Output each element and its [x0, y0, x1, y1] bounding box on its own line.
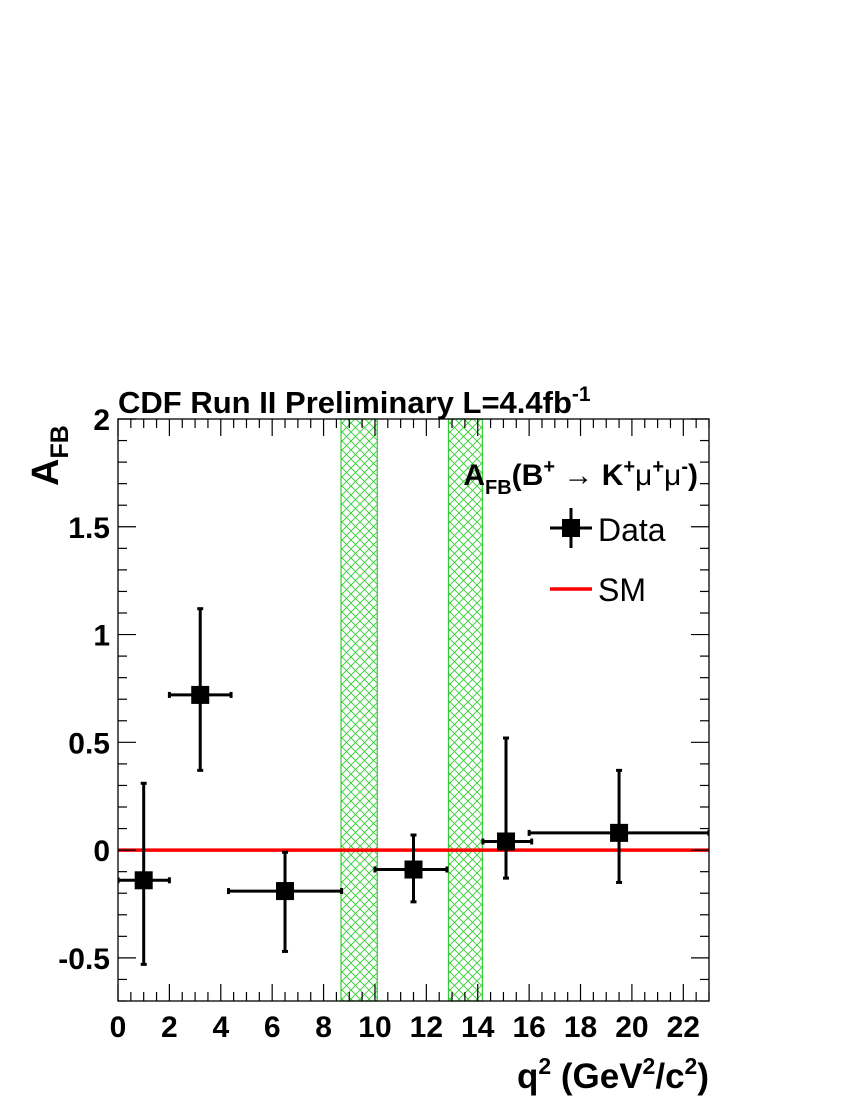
x-tick-label: 18 [564, 1011, 597, 1044]
data-marker [276, 882, 295, 901]
vetoed-band-1 [340, 418, 378, 1002]
data-point [481, 736, 534, 880]
data-point [118, 781, 171, 966]
axis-ticks [117, 418, 710, 1002]
x-tick-label: 14 [461, 1011, 495, 1044]
y-tick-labels: -0.5 0 0.5 1 1.5 2 [58, 404, 110, 976]
process-label: AFB(B+ → K+μ+μ-) [463, 456, 698, 499]
y-tick-label: 1.5 [68, 512, 110, 545]
x-axis-label: q2 (GeV2/c2) [517, 1053, 709, 1096]
x-tick-label: 2 [161, 1011, 178, 1044]
x-tick-label: 16 [512, 1011, 545, 1044]
x-tick-label: 8 [315, 1011, 332, 1044]
data-marker [134, 871, 153, 890]
vetoed-regions [340, 418, 483, 1002]
plot-frame [117, 418, 710, 1002]
x-tick-label: 20 [615, 1011, 648, 1044]
data-point [527, 768, 709, 884]
x-tick-label: 10 [358, 1011, 391, 1044]
legend-data-marker [550, 508, 592, 548]
y-tick-label: 1 [93, 620, 110, 653]
legend: Data SM [550, 508, 666, 608]
legend-sm-label: SM [598, 572, 646, 608]
x-tick-label: 0 [110, 1011, 127, 1044]
data-marker [497, 832, 516, 851]
chart-title: CDF Run II Preliminary L=4.4fb-1 [118, 383, 591, 420]
data-point [167, 607, 233, 772]
data-marker [610, 823, 629, 842]
y-tick-label: -0.5 [58, 943, 110, 976]
y-tick-label: 0.5 [68, 727, 110, 760]
x-tick-label: 6 [264, 1011, 281, 1044]
vetoed-band-2 [447, 418, 483, 1002]
data-point [226, 850, 344, 953]
y-tick-label: 2 [93, 404, 110, 437]
x-tick-label: 12 [410, 1011, 443, 1044]
data-marker [404, 860, 423, 879]
data-points [118, 607, 709, 966]
x-tick-labels: 0 2 4 6 8 10 12 14 16 18 20 22 [110, 1011, 700, 1044]
y-tick-label: 0 [93, 835, 110, 868]
x-tick-label: 4 [212, 1011, 229, 1044]
data-marker [191, 685, 210, 704]
legend-data-label: Data [598, 512, 666, 548]
data-point [373, 833, 449, 904]
y-axis-label: AFB [25, 425, 74, 486]
x-tick-label: 22 [667, 1011, 700, 1044]
